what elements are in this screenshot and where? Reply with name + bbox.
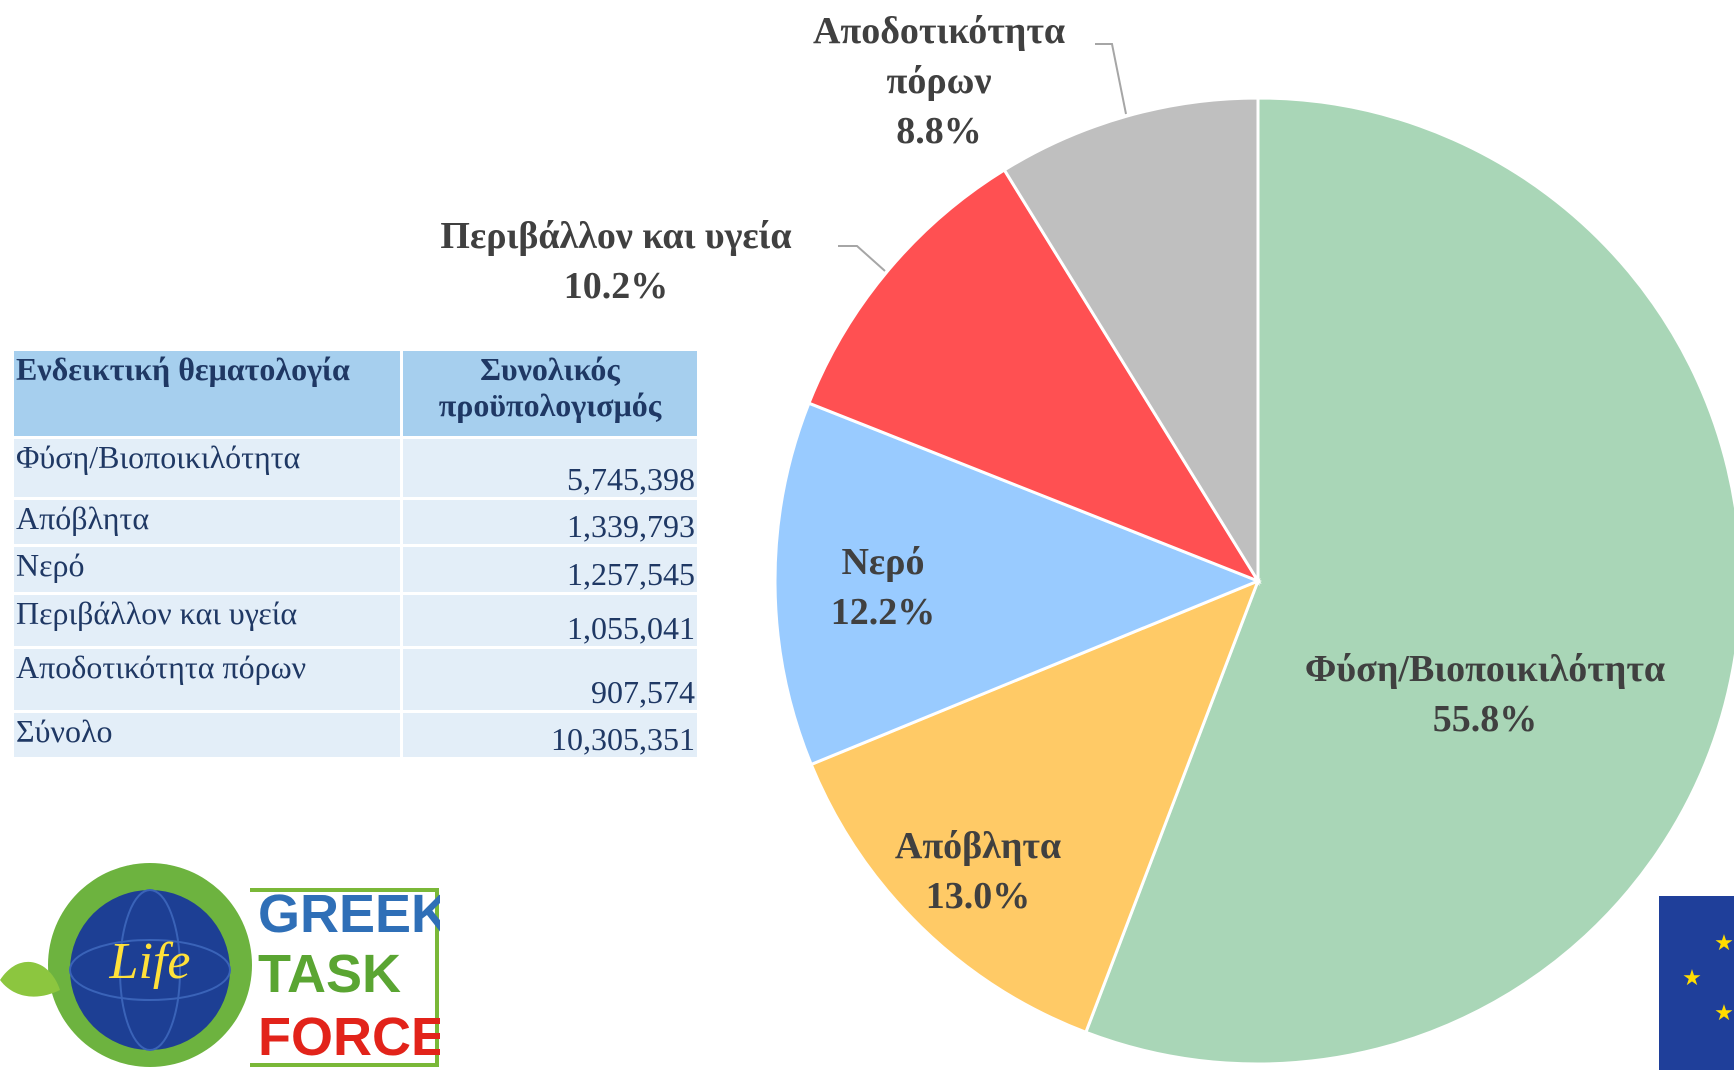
logo: Life GREEK TASK FORCE xyxy=(0,863,440,1067)
table-cell: Περιβάλλον και υγεία xyxy=(11,592,403,649)
table-cell: 5,745,398 xyxy=(400,436,700,500)
logo-script: Life xyxy=(109,933,191,990)
eu-flag: ★ ★ ★ xyxy=(1659,896,1734,1070)
slice-category: Νερό xyxy=(841,541,925,583)
table-row: Απόβλητα 1,339,793 xyxy=(11,497,700,547)
slice-category: Φύση/Βιοποικιλότητα xyxy=(1304,648,1666,690)
table-row: Περιβάλλον και υγεία 1,055,041 xyxy=(11,592,700,649)
table-cell: 1,339,793 xyxy=(400,497,700,547)
table-row: Αποδοτικότητα πόρων 907,574 xyxy=(11,646,700,713)
header-cell: Ενδεικτική θεματολογία xyxy=(11,348,403,439)
flag-star: ★ xyxy=(1714,1000,1734,1025)
slice-value: 8.8% xyxy=(896,110,982,152)
pie-slice xyxy=(809,578,1261,1035)
table-cell: Νερό xyxy=(11,544,403,595)
slice-value: 12.2% xyxy=(830,591,936,633)
pie-slice xyxy=(773,401,1263,767)
slice-label: Απόβλητα 13.0% xyxy=(818,821,1138,921)
table-cell: Φύση/Βιοποικιλότητα xyxy=(11,436,403,500)
pie-slice xyxy=(1083,96,1734,1066)
slice-label: Περιβάλλον και υγεία 10.2% xyxy=(366,211,866,311)
slice-label: Νερό 12.2% xyxy=(753,537,1013,637)
table-row: Νερό 1,257,545 xyxy=(11,544,700,595)
leader-line xyxy=(838,245,886,272)
flag-star: ★ xyxy=(1714,930,1734,955)
table-row: Φύση/Βιοποικιλότητα 5,745,398 xyxy=(11,436,700,500)
logo-line: TASK xyxy=(258,944,401,1004)
table-cell: 10,305,351 xyxy=(400,710,700,760)
table-row: Σύνολο 10,305,351 xyxy=(11,710,700,760)
slice-value: 55.8% xyxy=(1432,698,1538,740)
slice-category: Απόβλητα xyxy=(894,825,1062,867)
header-cell: Συνολικός προϋπολογισμός xyxy=(400,348,700,439)
table-cell: 907,574 xyxy=(400,646,700,713)
logo-line: FORCE xyxy=(258,1007,440,1067)
flag-star: ★ xyxy=(1682,965,1702,990)
slice-value: 13.0% xyxy=(925,875,1031,917)
table-cell: 1,055,041 xyxy=(400,592,700,649)
budget-table: Ενδεικτική θεματολογία Συνολικός προϋπολ… xyxy=(11,348,700,760)
slice-category: Αποδοτικότητα πόρων xyxy=(812,10,1066,102)
slice-label: Φύση/Βιοποικιλότητα 55.8% xyxy=(1255,644,1715,744)
slice-value: 10.2% xyxy=(563,265,669,307)
pie-slice xyxy=(1002,96,1260,587)
table-cell: Απόβλητα xyxy=(11,497,403,547)
slice-label: Αποδοτικότητα πόρων 8.8% xyxy=(774,6,1104,156)
pie-slice xyxy=(806,167,1262,585)
slice-category: Περιβάλλον και υγεία xyxy=(440,215,792,257)
logo-line: GREEK xyxy=(258,884,440,944)
table-cell: Αποδοτικότητα πόρων xyxy=(11,646,403,713)
table-cell: 1,257,545 xyxy=(400,544,700,595)
table-cell: Σύνολο xyxy=(11,710,403,760)
leader-line xyxy=(1095,43,1127,115)
